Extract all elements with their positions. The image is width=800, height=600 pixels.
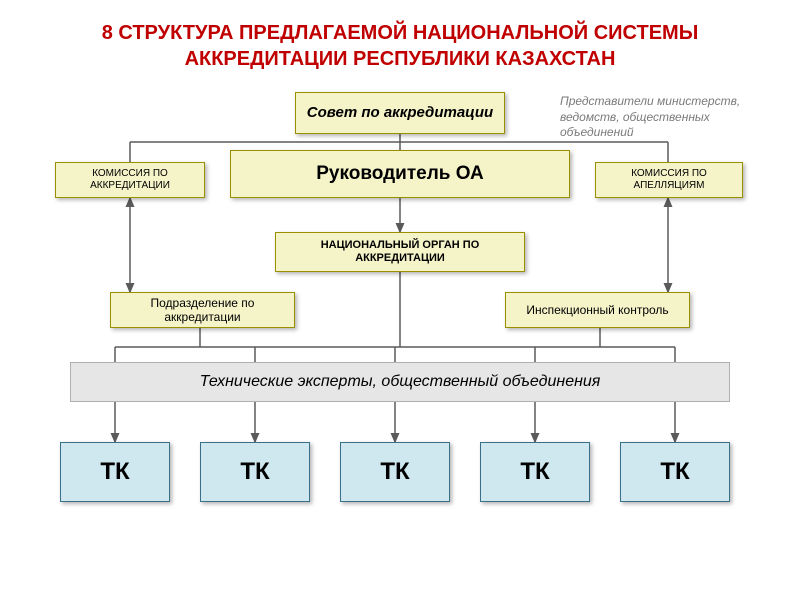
box-council: Совет по аккредитации xyxy=(295,92,505,134)
council-note: Представители министерств, ведомств, общ… xyxy=(560,94,750,141)
box-national_body: НАЦИОНАЛЬНЫЙ ОРГАН ПО АККРЕДИТАЦИИ xyxy=(275,232,525,272)
box-commission_appeal: КОМИССИЯ ПО АПЕЛЛЯЦИЯМ xyxy=(595,162,743,198)
tk-box-3: ТК xyxy=(480,442,590,502)
page-title: 8 СТРУКТУРА ПРЕДЛАГАЕМОЙ НАЦИОНАЛЬНОЙ СИ… xyxy=(0,0,800,82)
box-inspection: Инспекционный контроль xyxy=(505,292,690,328)
tk-box-0: ТК xyxy=(60,442,170,502)
box-subdivision: Подразделение по аккредитации xyxy=(110,292,295,328)
org-chart: Представители министерств, ведомств, общ… xyxy=(0,82,800,582)
tk-box-4: ТК xyxy=(620,442,730,502)
box-experts_band: Технические эксперты, общественный объед… xyxy=(70,362,730,402)
tk-box-1: ТК xyxy=(200,442,310,502)
tk-box-2: ТК xyxy=(340,442,450,502)
box-commission_acc: КОМИССИЯ ПО АККРЕДИТАЦИИ xyxy=(55,162,205,198)
box-head: Руководитель ОА xyxy=(230,150,570,198)
